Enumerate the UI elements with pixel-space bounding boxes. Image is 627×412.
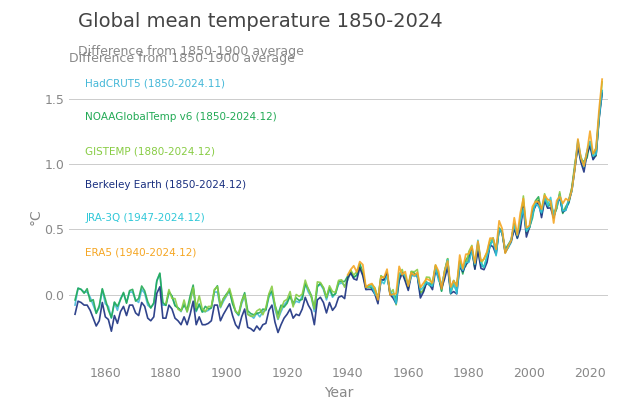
Y-axis label: °C: °C <box>29 208 43 225</box>
X-axis label: Year: Year <box>324 386 353 400</box>
Text: Difference from 1850-1900 average: Difference from 1850-1900 average <box>69 52 295 65</box>
Text: Difference from 1850-1900 average: Difference from 1850-1900 average <box>78 45 304 59</box>
Text: ERA5 (1940-2024.12): ERA5 (1940-2024.12) <box>85 247 196 257</box>
Text: GISTEMP (1880-2024.12): GISTEMP (1880-2024.12) <box>85 146 215 156</box>
Text: JRA-3Q (1947-2024.12): JRA-3Q (1947-2024.12) <box>85 213 205 223</box>
Text: HadCRUT5 (1850-2024.11): HadCRUT5 (1850-2024.11) <box>85 79 225 89</box>
Text: NOAAGlobalTemp v6 (1850-2024.12): NOAAGlobalTemp v6 (1850-2024.12) <box>85 112 277 122</box>
Text: Global mean temperature 1850-2024: Global mean temperature 1850-2024 <box>78 12 443 31</box>
Text: Berkeley Earth (1850-2024.12): Berkeley Earth (1850-2024.12) <box>85 180 246 190</box>
